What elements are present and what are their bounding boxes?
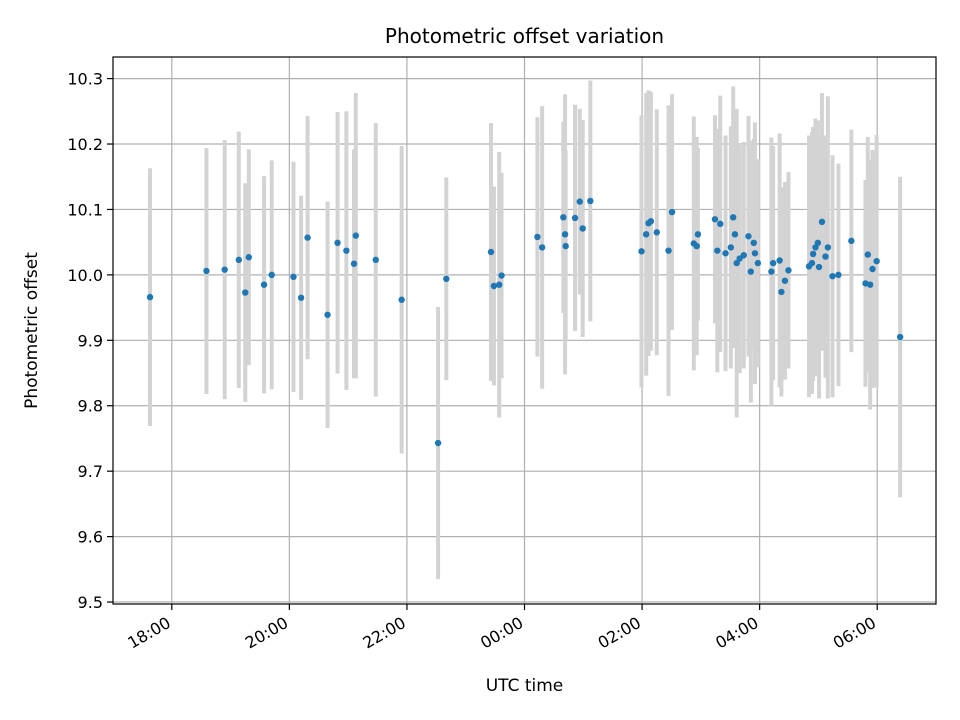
data-point (727, 244, 735, 251)
data-point (751, 250, 759, 257)
data-point (808, 259, 816, 267)
data-point (781, 277, 789, 284)
y-tick-label: 9.8 (78, 397, 103, 416)
data-point (350, 260, 358, 267)
data-point (242, 289, 249, 296)
data-point (769, 259, 777, 267)
y-tick-label: 10.3 (67, 70, 103, 89)
data-point (653, 229, 660, 236)
data-point (729, 214, 737, 221)
data-point (490, 282, 498, 290)
data-point (809, 250, 817, 258)
data-point (496, 281, 503, 288)
grid-lines (113, 57, 936, 604)
data-point (268, 271, 275, 279)
data-point (487, 248, 495, 256)
data-point (297, 294, 305, 301)
y-tick-label: 10.2 (67, 135, 103, 154)
data-point (778, 288, 785, 296)
data-point (587, 197, 594, 205)
data-point (534, 233, 541, 241)
y-tick-label: 9.5 (78, 593, 103, 612)
data-point (717, 220, 724, 228)
data-point (638, 248, 645, 255)
data-point (711, 216, 719, 223)
data-point (818, 218, 826, 226)
data-point (866, 281, 874, 288)
data-point (824, 244, 832, 251)
data-point (731, 231, 739, 238)
data-point (768, 268, 775, 275)
data-point (343, 247, 350, 254)
data-point (785, 267, 792, 274)
data-point (754, 259, 762, 267)
data-point (835, 271, 842, 279)
data-point (352, 232, 359, 239)
data-point (334, 239, 341, 247)
y-tick-label: 9.6 (78, 528, 103, 547)
data-point (733, 259, 740, 267)
data-point (560, 214, 567, 221)
data-point (896, 333, 904, 341)
y-tick-label: 9.9 (78, 331, 103, 350)
data-point (864, 251, 872, 258)
data-point (290, 273, 297, 281)
data-point (538, 244, 546, 251)
data-point (722, 250, 729, 257)
y-tick-label: 10.1 (67, 200, 103, 219)
data-point (814, 239, 822, 247)
data-point (434, 439, 442, 447)
x-axis-label: UTC time (486, 676, 564, 696)
data-point (221, 266, 228, 273)
y-tick-label: 9.7 (78, 462, 103, 481)
data-point (642, 231, 650, 238)
data-point (372, 256, 379, 264)
data-point (869, 265, 876, 273)
data-point (245, 254, 252, 261)
data-point (571, 214, 579, 222)
data-points (146, 197, 904, 447)
data-point (398, 296, 405, 303)
data-point (647, 218, 655, 225)
data-point (848, 237, 855, 245)
data-point (745, 233, 752, 240)
chart-title: Photometric offset variation (385, 24, 664, 48)
y-tick-label: 10.0 (67, 266, 103, 285)
data-point (815, 263, 823, 271)
data-point (694, 231, 702, 238)
data-point (776, 257, 783, 264)
data-point (665, 247, 672, 254)
data-point (579, 225, 586, 232)
data-point (747, 268, 755, 275)
data-point (324, 311, 331, 318)
data-point (562, 242, 569, 250)
data-point (304, 234, 311, 241)
data-point (740, 252, 747, 259)
data-point (146, 293, 154, 301)
data-point (668, 208, 676, 216)
data-point (576, 198, 583, 205)
data-point (260, 281, 268, 288)
data-point (498, 272, 505, 279)
data-point (714, 247, 721, 254)
y-axis-label: Photometric offset (22, 252, 42, 409)
data-point (750, 239, 757, 247)
data-point (873, 257, 880, 265)
data-point (822, 253, 829, 260)
data-point (829, 272, 836, 280)
data-point (443, 275, 450, 283)
data-point (235, 256, 243, 264)
data-point (203, 267, 210, 275)
data-point (561, 231, 569, 238)
y-axis-ticks: 9.5 9.6 9.7 9.8 9.9 10.0 10.1 10.2 10.3 (67, 70, 113, 612)
data-point (693, 242, 700, 250)
